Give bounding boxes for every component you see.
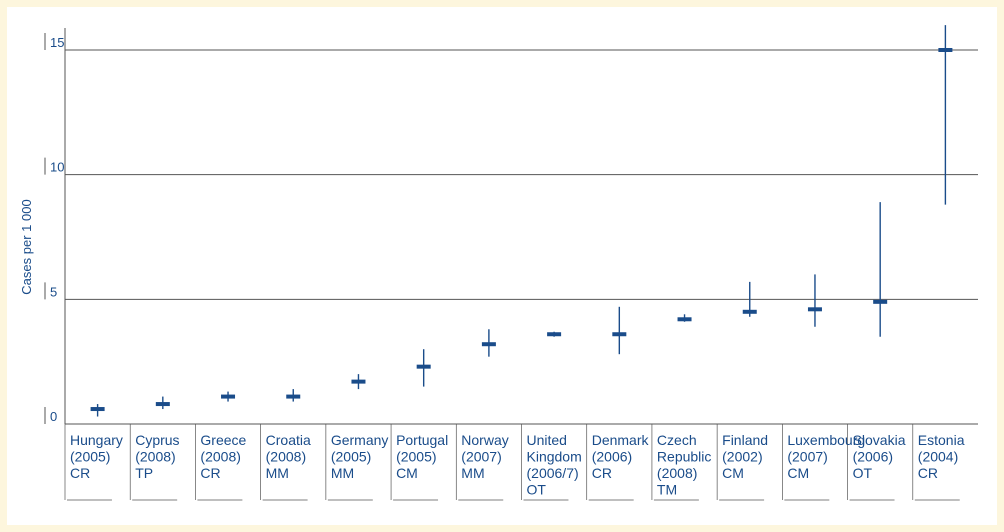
y-tick-label: 0 [50, 409, 57, 424]
mid-marker [938, 48, 952, 52]
mid-marker [612, 332, 626, 336]
category-label: MM [331, 465, 354, 481]
y-tick-label: 10 [50, 160, 64, 175]
category-label: Slovakia [853, 432, 906, 448]
category-label: Norway [461, 432, 508, 448]
mid-marker [743, 310, 757, 314]
category-label: (2002) [722, 449, 762, 465]
category-label: Portugal [396, 432, 448, 448]
category-label: OT [853, 465, 873, 481]
y-tick-label: 5 [50, 284, 57, 299]
category-label: Cyprus [135, 432, 179, 448]
category-label: (2007) [787, 449, 827, 465]
mid-marker [547, 332, 561, 336]
category-label: CR [70, 465, 90, 481]
category-label: (2006) [592, 449, 632, 465]
y-tick-label: 15 [50, 35, 64, 50]
category-label: (2006/7) [527, 465, 579, 481]
category-label: (2008) [135, 449, 175, 465]
category-label: Croatia [266, 432, 311, 448]
category-label: Finland [722, 432, 768, 448]
category-label: (2004) [918, 449, 958, 465]
category-label: Kingdom [527, 449, 582, 465]
category-label: CR [592, 465, 612, 481]
y-axis-title: Cases per 1 000 [19, 199, 34, 294]
category-label: Germany [331, 432, 389, 448]
category-label: (2007) [461, 449, 501, 465]
mid-marker [417, 365, 431, 369]
category-label: (2008) [657, 465, 697, 481]
category-label: (2008) [266, 449, 306, 465]
mid-marker [286, 395, 300, 399]
category-label: CR [200, 465, 220, 481]
category-label: MM [461, 465, 484, 481]
category-label: Denmark [592, 432, 650, 448]
mid-marker [221, 395, 235, 399]
mid-marker [156, 402, 170, 406]
category-label: United [527, 432, 567, 448]
category-label: Republic [657, 449, 711, 465]
category-label: CM [722, 465, 744, 481]
mid-marker [482, 342, 496, 346]
mid-marker [808, 307, 822, 311]
category-label: (2005) [331, 449, 371, 465]
category-label: Czech [657, 432, 697, 448]
category-label: OT [527, 482, 547, 498]
mid-marker [91, 407, 105, 411]
category-label: (2005) [396, 449, 436, 465]
mid-marker [351, 380, 365, 384]
category-label: (2006) [853, 449, 893, 465]
category-label: MM [266, 465, 289, 481]
category-label: Greece [200, 432, 246, 448]
category-label: TP [135, 465, 153, 481]
category-label: CM [787, 465, 809, 481]
category-label: Estonia [918, 432, 965, 448]
category-label: TM [657, 482, 677, 498]
mid-marker [873, 300, 887, 304]
category-label: CM [396, 465, 418, 481]
category-label: (2005) [70, 449, 110, 465]
mid-marker [678, 317, 692, 321]
category-label: (2008) [200, 449, 240, 465]
category-label: CR [918, 465, 938, 481]
category-label: Hungary [70, 432, 123, 448]
